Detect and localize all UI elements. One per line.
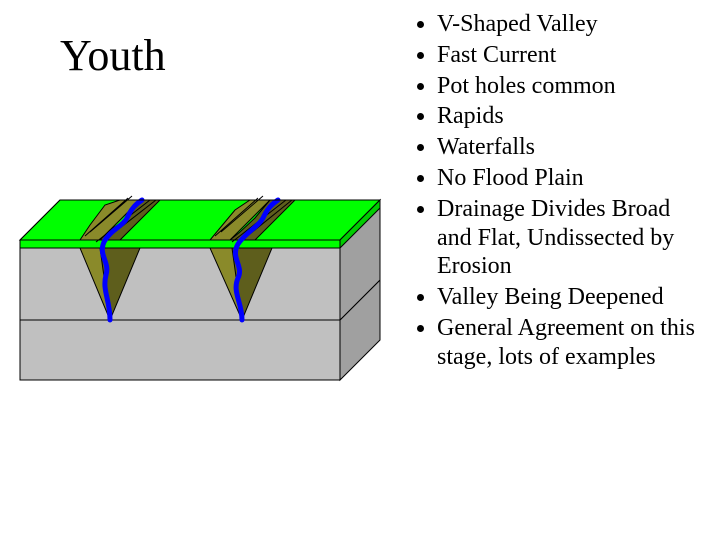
block-front-upper	[20, 240, 340, 320]
list-item: Drainage Divides Broad and Flat, Undisse…	[437, 195, 710, 281]
page-title: Youth	[60, 30, 166, 81]
green-front-strip	[20, 240, 340, 248]
bullet-list: V-Shaped Valley Fast Current Pot holes c…	[415, 10, 710, 374]
list-item: Rapids	[437, 102, 710, 131]
diagram-svg	[10, 170, 385, 385]
list-item: Fast Current	[437, 41, 710, 70]
slide: Youth	[0, 0, 720, 540]
list-item: Pot holes common	[437, 72, 710, 101]
list-item: Valley Being Deepened	[437, 283, 710, 312]
river-stage-diagram	[10, 170, 385, 385]
list-item: V-Shaped Valley	[437, 10, 710, 39]
list-item: General Agreement on this stage, lots of…	[437, 314, 710, 372]
list-item: Waterfalls	[437, 133, 710, 162]
bullet-ul: V-Shaped Valley Fast Current Pot holes c…	[415, 10, 710, 372]
upland-surface	[20, 200, 380, 240]
list-item: No Flood Plain	[437, 164, 710, 193]
bedrock-front	[20, 320, 340, 380]
